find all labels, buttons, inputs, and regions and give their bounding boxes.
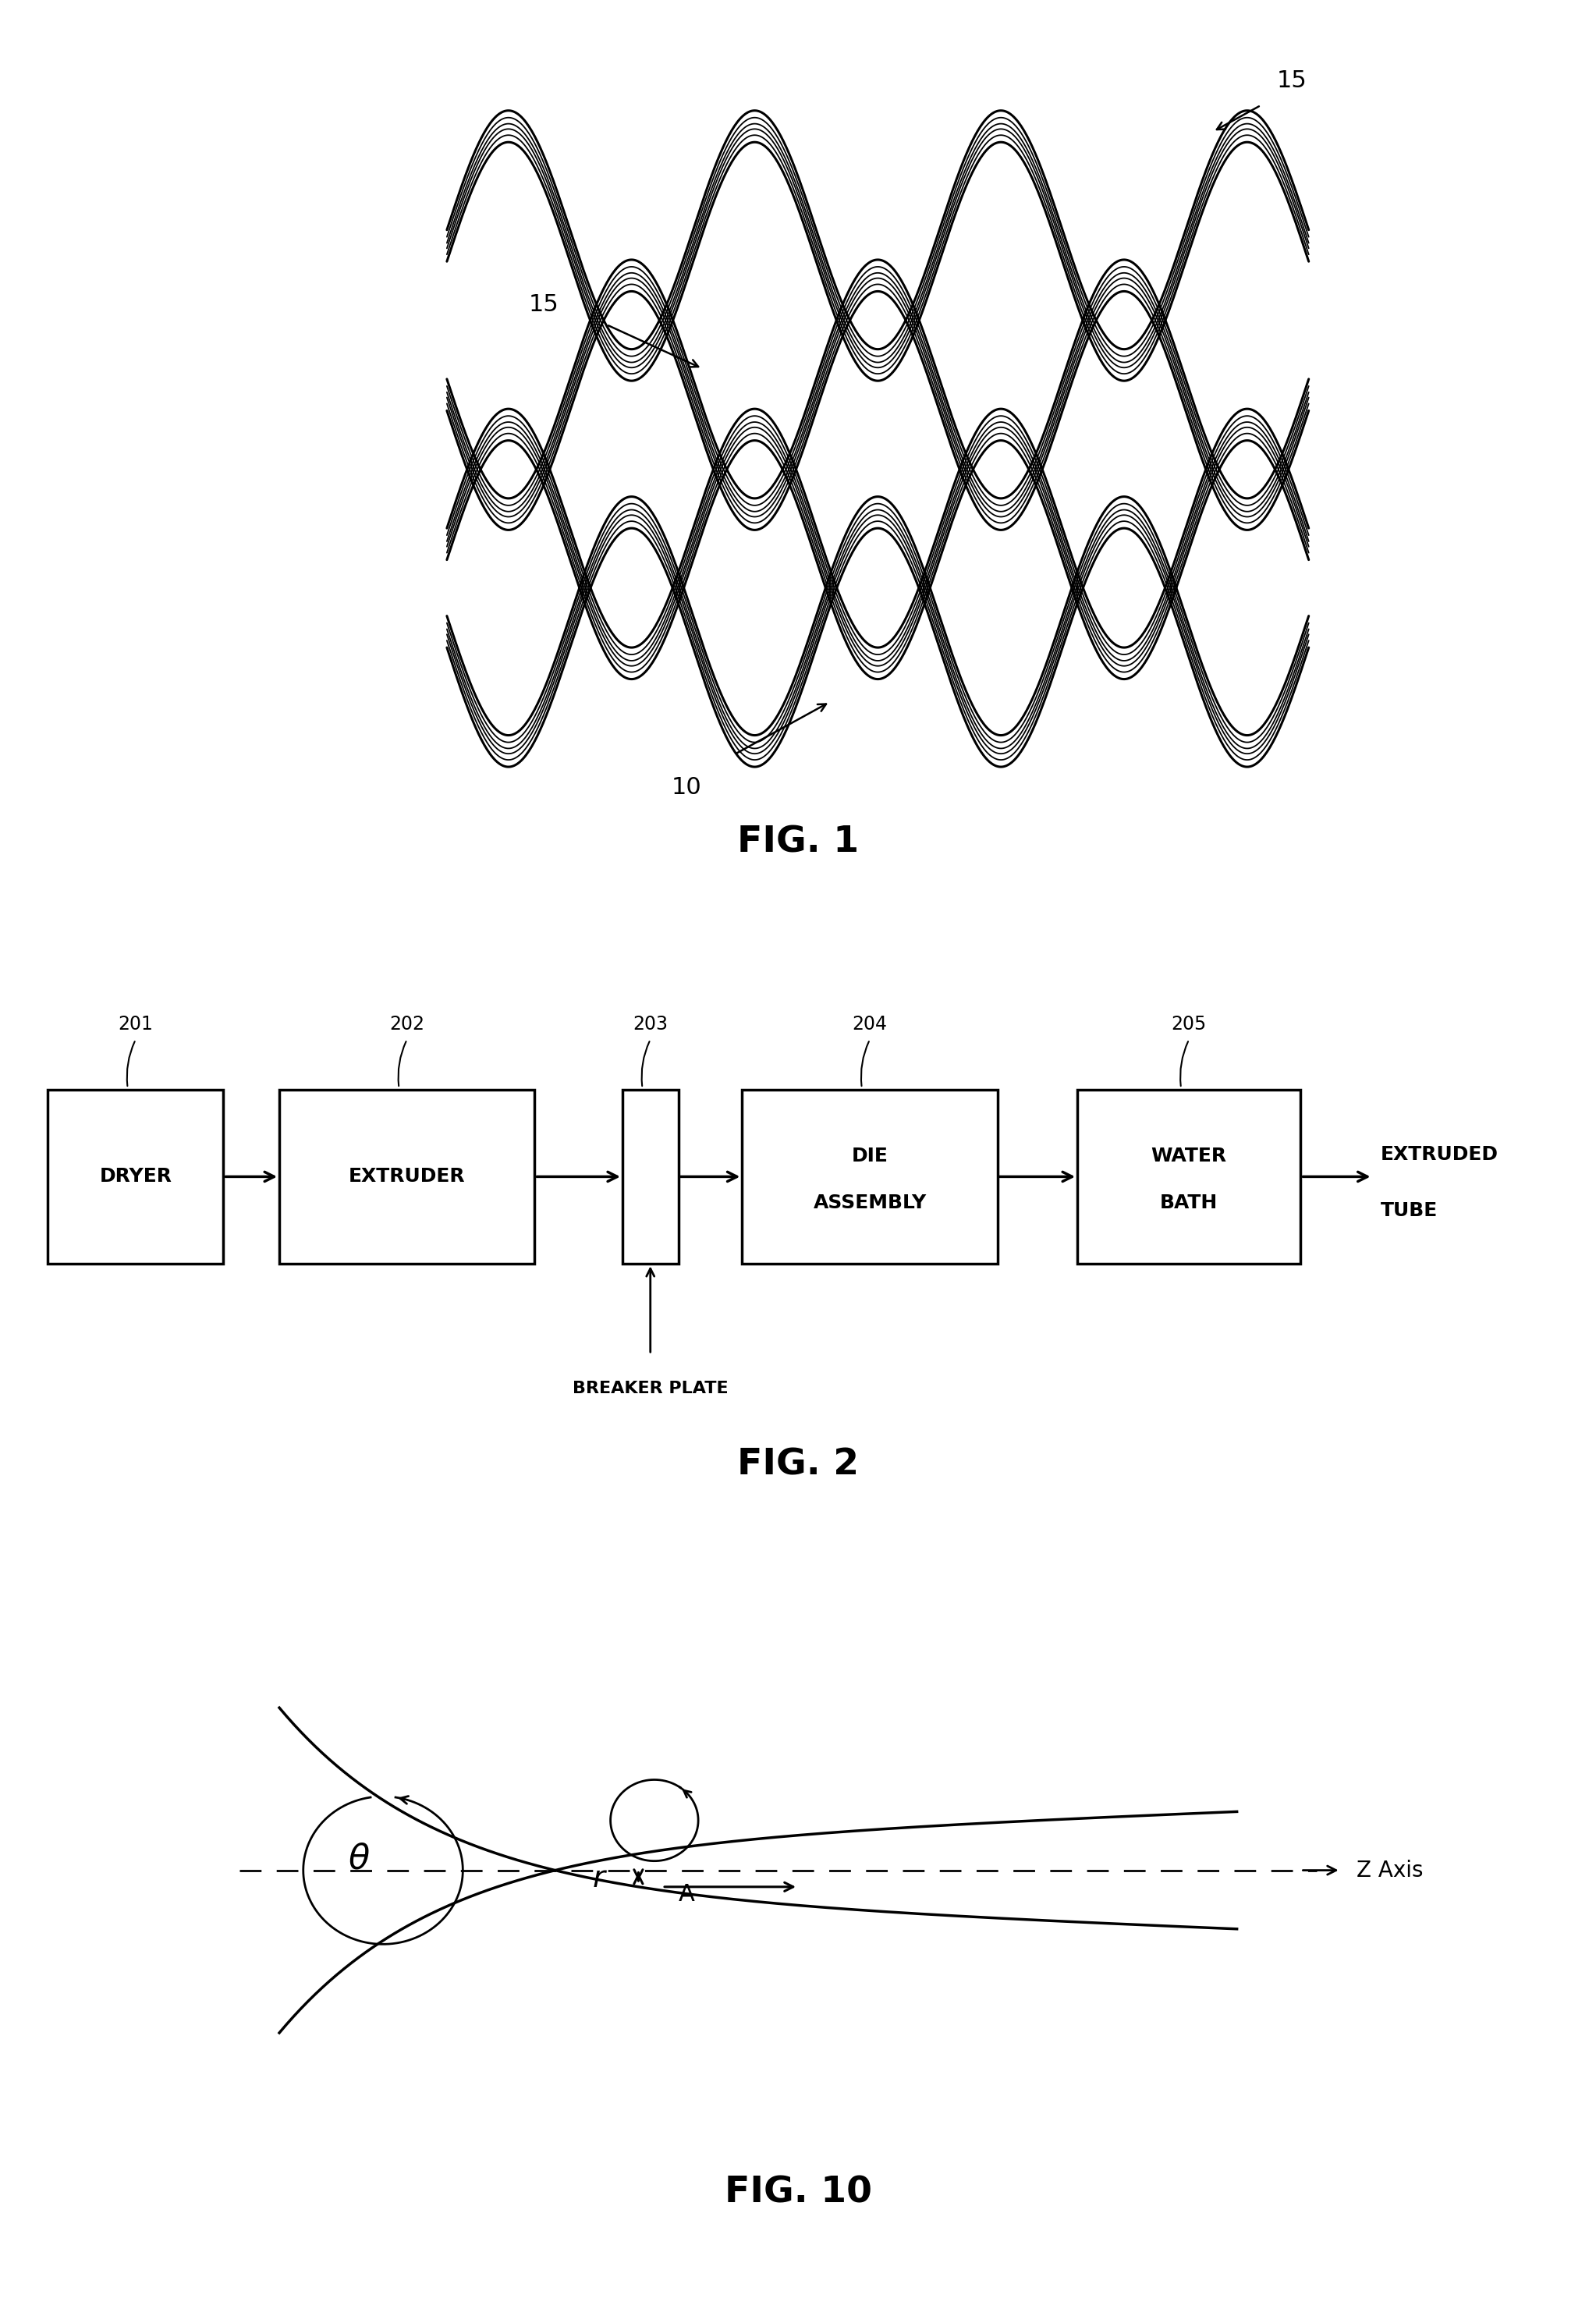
Text: $\theta$: $\theta$ — [348, 1843, 370, 1875]
Bar — [48, 1090, 223, 1263]
Text: 204: 204 — [852, 1014, 887, 1032]
Text: 10: 10 — [672, 776, 701, 799]
Text: EXTRUDED: EXTRUDED — [1381, 1145, 1499, 1164]
Text: A: A — [678, 1882, 694, 1905]
Text: 15: 15 — [528, 293, 559, 316]
Text: r: r — [592, 1863, 605, 1893]
Bar — [1077, 1090, 1301, 1263]
Text: 203: 203 — [634, 1014, 667, 1032]
Text: EXTRUDER: EXTRUDER — [348, 1168, 466, 1187]
Bar — [742, 1090, 998, 1263]
Text: Z Axis: Z Axis — [1357, 1859, 1424, 1882]
Text: 202: 202 — [389, 1014, 425, 1032]
Text: 15: 15 — [1277, 69, 1307, 92]
Bar — [279, 1090, 535, 1263]
Text: BREAKER PLATE: BREAKER PLATE — [573, 1381, 728, 1397]
Bar — [622, 1090, 678, 1263]
Text: DRYER: DRYER — [99, 1168, 172, 1187]
Text: FIG. 1: FIG. 1 — [737, 824, 859, 859]
Text: 201: 201 — [118, 1014, 153, 1032]
Text: ASSEMBLY: ASSEMBLY — [814, 1194, 926, 1212]
Text: DIE: DIE — [852, 1145, 887, 1166]
Text: FIG. 2: FIG. 2 — [737, 1448, 859, 1482]
Text: TUBE: TUBE — [1381, 1201, 1438, 1221]
Text: FIG. 10: FIG. 10 — [725, 2175, 871, 2210]
Text: 205: 205 — [1171, 1014, 1207, 1032]
Text: BATH: BATH — [1160, 1194, 1218, 1212]
Text: WATER: WATER — [1151, 1145, 1227, 1166]
